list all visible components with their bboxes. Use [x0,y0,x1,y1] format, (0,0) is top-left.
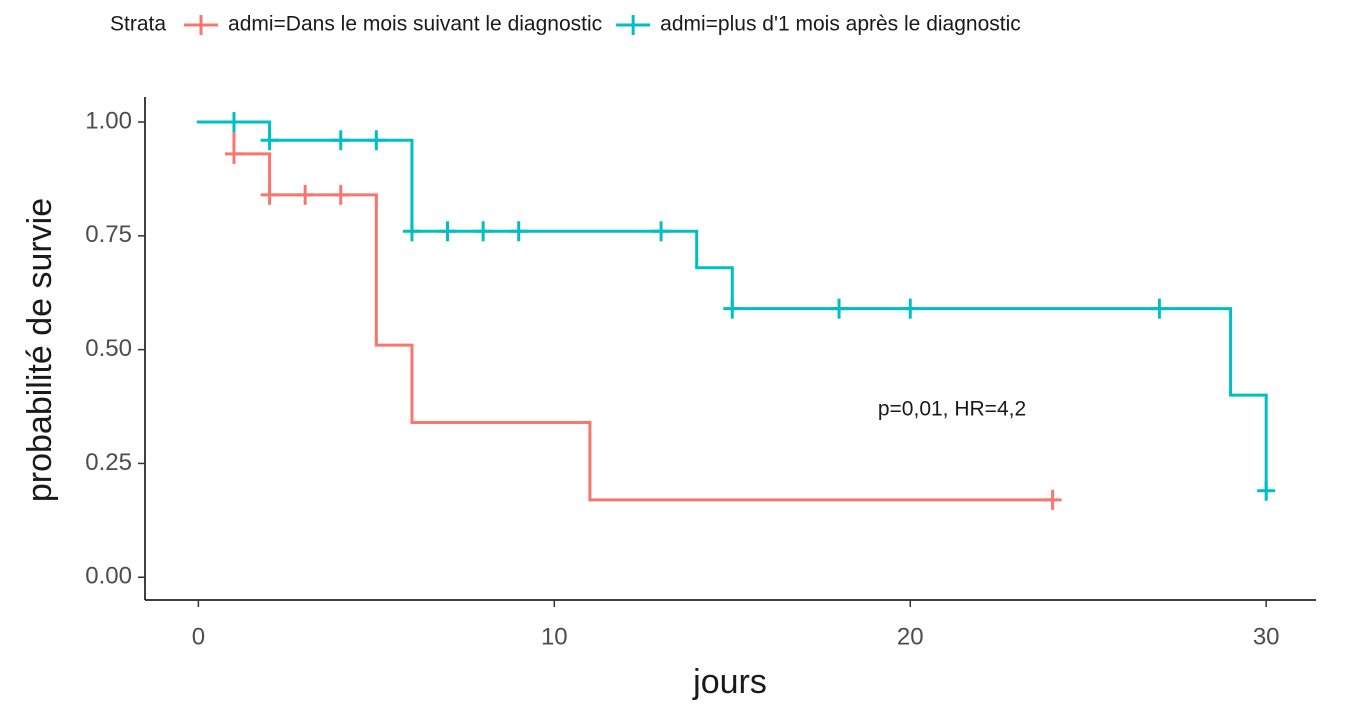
censor-mark [1043,489,1062,510]
legend-title: Strata [110,13,166,36]
censor-mark [402,221,421,242]
censor-mark [260,130,279,151]
y-tick-label: 0.50 [85,335,132,362]
x-tick-label: 30 [1253,623,1280,650]
censor-mark [224,143,243,164]
censor-mark [1150,298,1169,319]
censor-mark [652,221,671,242]
legend-label: admi=Dans le mois suivant le diagnostic [228,13,602,36]
censor-mark [192,15,211,35]
legend-label: admi=plus d'1 mois après le diagnostic [660,13,1021,36]
x-tick-label: 20 [897,623,924,650]
censor-mark [296,184,315,205]
censor-mark [624,15,643,35]
censor-mark [509,221,528,242]
censor-mark [830,298,849,319]
y-tick-label: 0.75 [85,221,132,248]
censor-mark [723,298,742,319]
censor-mark [438,221,457,242]
y-tick-label: 1.00 [85,107,132,134]
annotation: p=0,01, HR=4,2 [878,398,1026,421]
x-tick-label: 0 [192,623,205,650]
censor-mark [474,221,493,242]
censor-mark [901,298,920,319]
censor-mark [367,130,386,151]
x-axis-title: jours [692,663,767,701]
x-tick-label: 10 [541,623,568,650]
y-axis-title: probabilité de survie [21,198,59,502]
censor-mark [260,184,279,205]
y-tick-label: 0.25 [85,449,132,476]
y-tick-label: 0.00 [85,563,132,590]
censor-mark [331,130,350,151]
censor-mark [331,184,350,205]
censor-mark [224,112,243,133]
censor-mark [1257,480,1276,501]
